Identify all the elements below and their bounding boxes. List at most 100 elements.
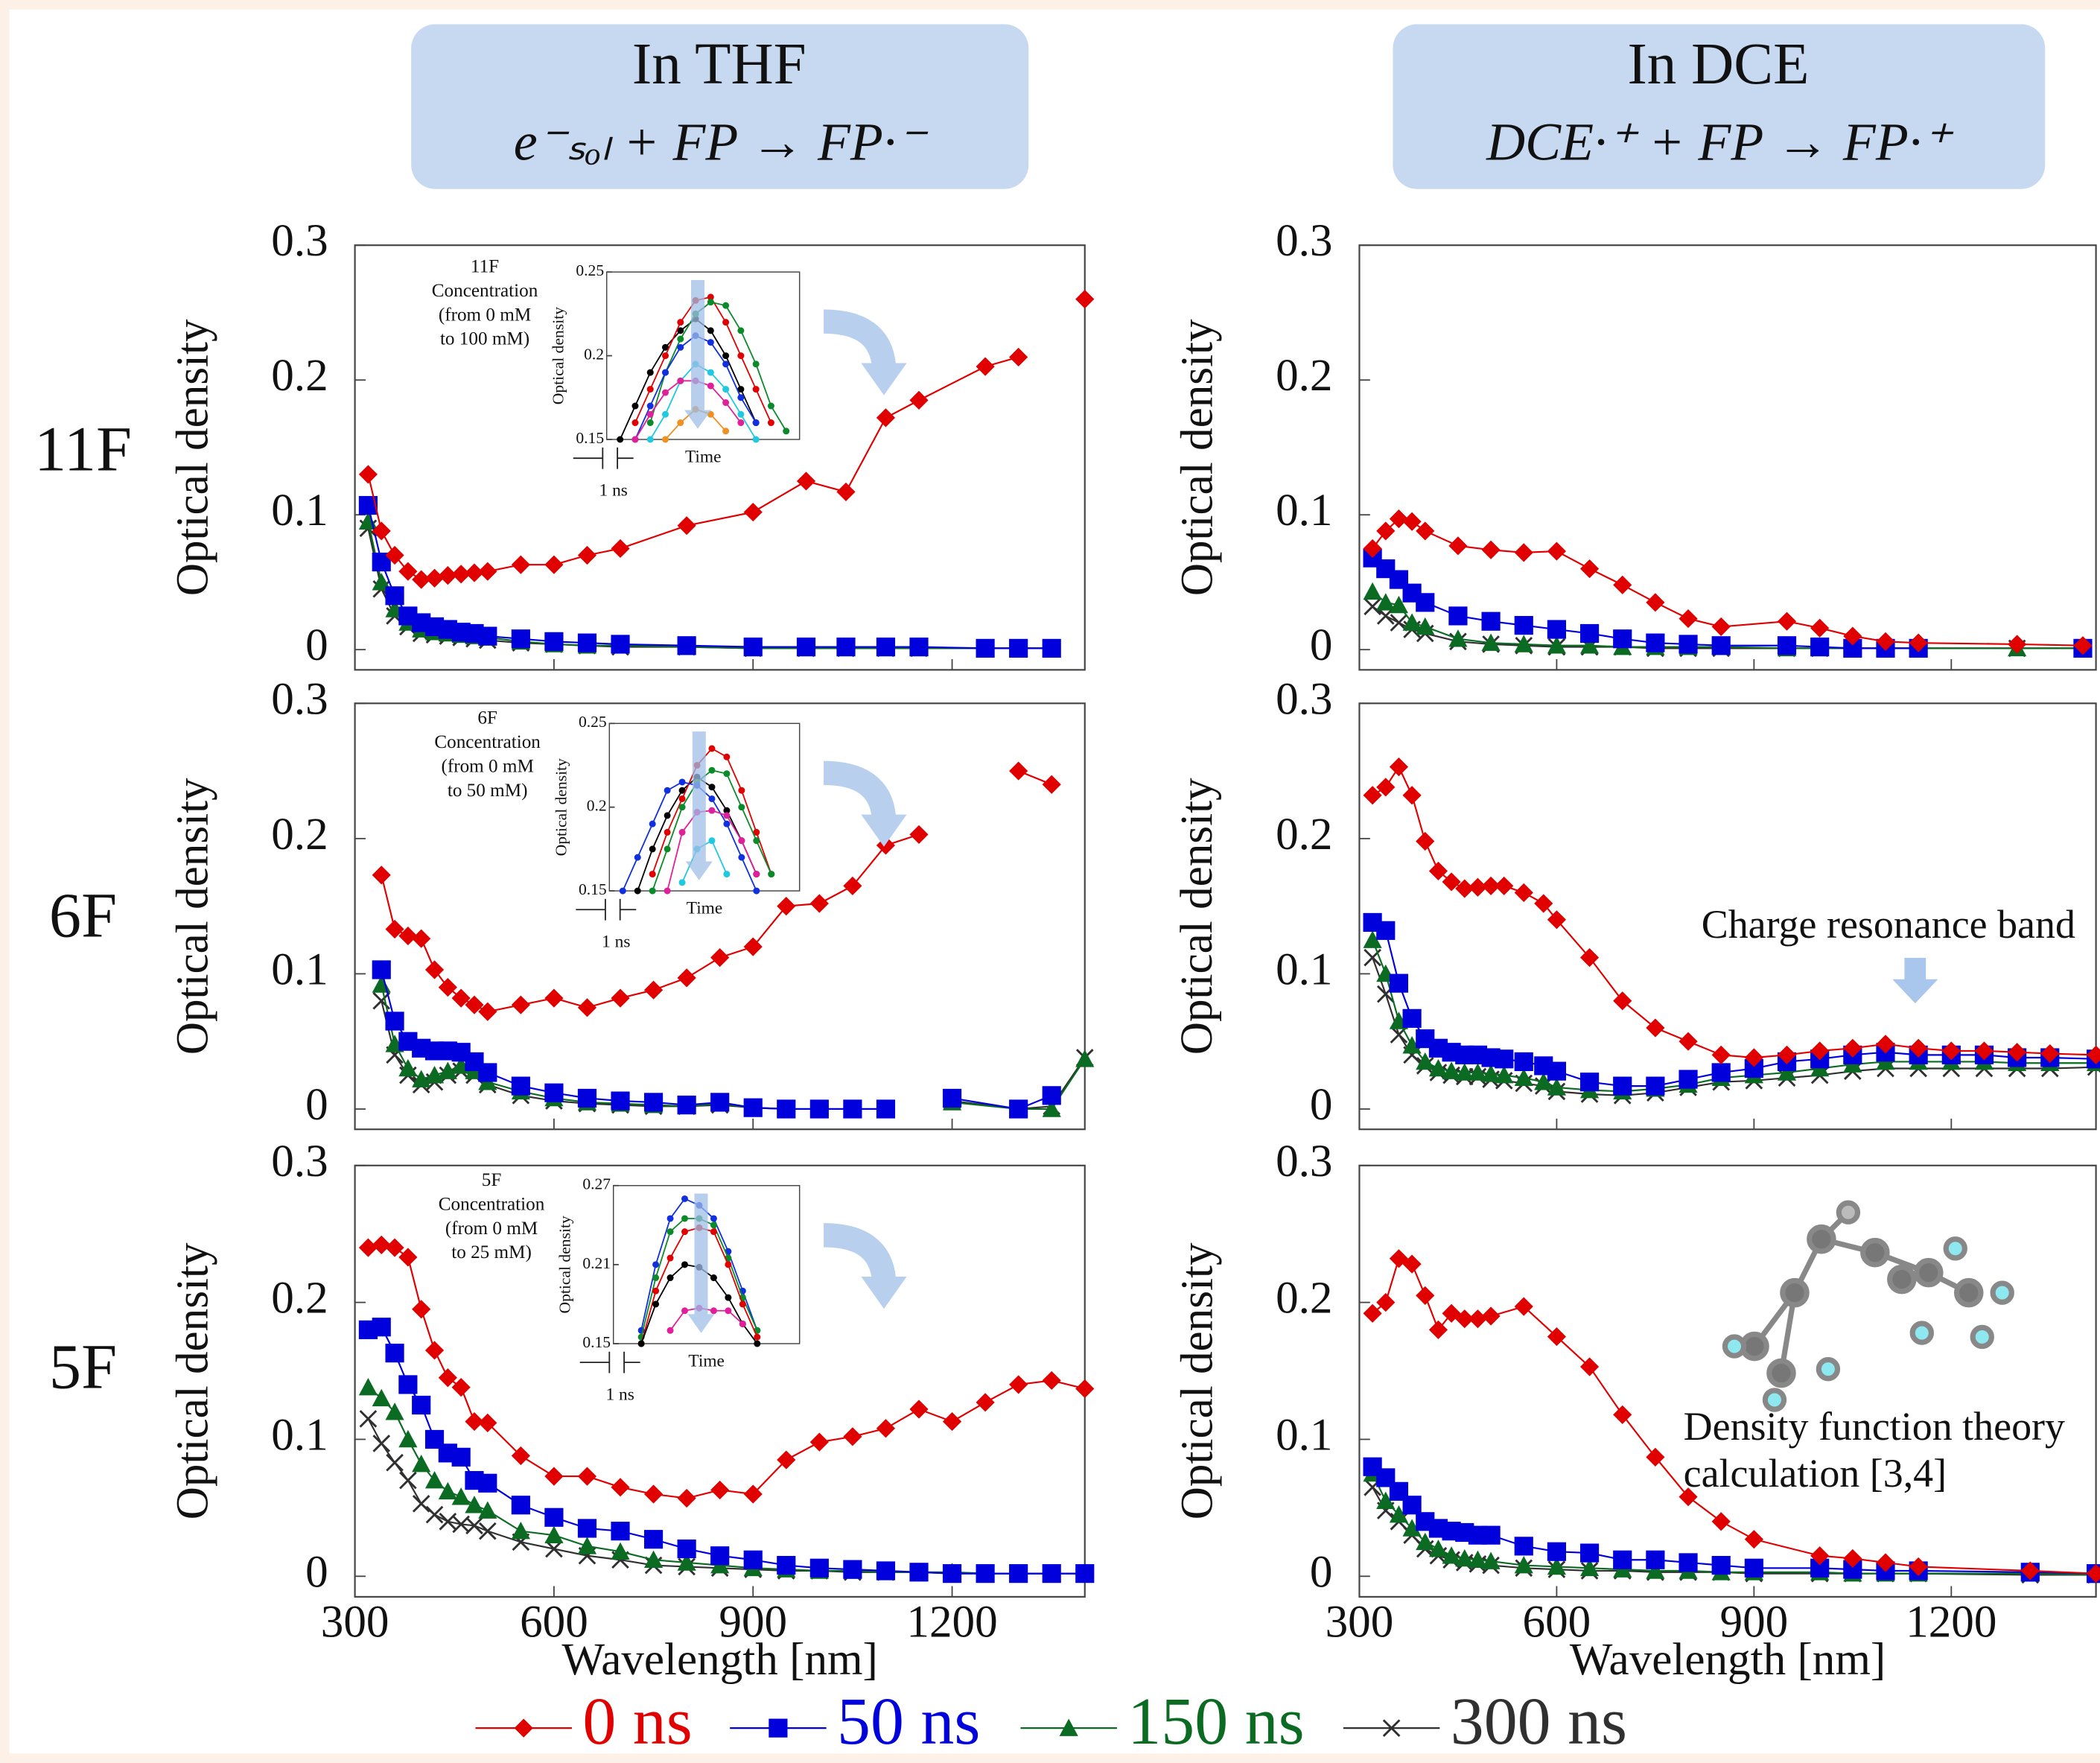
inset-point	[662, 411, 669, 418]
inset-point	[710, 1222, 717, 1228]
y-tick-label: 0.3	[271, 1137, 328, 1187]
data-point	[611, 1522, 629, 1540]
data-point	[1613, 1551, 1632, 1569]
data-point	[1547, 1543, 1566, 1561]
inset-point	[652, 1274, 659, 1281]
inset-point	[679, 804, 686, 810]
inset-point	[681, 1215, 688, 1222]
inset-point	[681, 1228, 688, 1235]
data-point	[1580, 1073, 1599, 1091]
inset-y-label: Optical density	[552, 758, 570, 856]
inset-point	[708, 795, 715, 802]
inset-y-tick-label: 0.15	[576, 429, 604, 447]
data-point	[644, 1530, 663, 1548]
inset-x-label: Time	[687, 899, 723, 918]
data-point	[372, 1318, 391, 1336]
y-tick-label: 0	[305, 1080, 328, 1130]
inset-point	[649, 821, 656, 828]
inset-point	[737, 327, 744, 334]
y-tick-label: 0	[1310, 620, 1333, 670]
y-tick-label: 0.1	[271, 486, 328, 536]
data-point	[1515, 616, 1533, 635]
data-point	[1043, 1564, 1061, 1583]
data-point	[1403, 1496, 1422, 1514]
y-tick-label: 0	[1310, 1080, 1333, 1130]
data-point	[1481, 1526, 1500, 1545]
inset-point	[738, 837, 745, 844]
inset-x-label: Time	[685, 448, 722, 467]
y-axis-label: Optical density	[1172, 778, 1222, 1055]
inset-point	[662, 436, 669, 443]
inset-point	[677, 319, 684, 325]
row-label: 5F	[49, 1330, 117, 1402]
row-label: 11F	[34, 413, 132, 484]
inset-y-tick-label: 0.2	[587, 797, 607, 815]
page: {"headers": [{"title": "In THF", "equati…	[0, 0, 2100, 1763]
inset-point	[753, 360, 760, 367]
data-point	[744, 1551, 763, 1569]
data-point	[1547, 620, 1566, 638]
y-axis-label: Optical density	[168, 319, 217, 596]
inset-point	[722, 399, 729, 406]
inset-point	[707, 299, 714, 305]
inset-label: (from 0 mM	[441, 756, 533, 776]
inset-point	[707, 383, 714, 390]
y-axis-label: Optical density	[168, 778, 217, 1055]
data-point	[777, 1556, 795, 1575]
inset-point	[710, 1274, 717, 1281]
inset-point	[723, 770, 730, 777]
inset-point	[679, 829, 686, 836]
data-point	[777, 1099, 795, 1118]
y-tick-label: 0.3	[271, 216, 328, 266]
data-point	[843, 1099, 862, 1118]
inset-point	[725, 1307, 731, 1314]
x-tick-label: 300	[1326, 1597, 1394, 1647]
data-point	[1646, 634, 1664, 652]
data-point	[412, 1396, 430, 1414]
inset-point	[667, 1215, 674, 1222]
inset-label: 6F	[477, 708, 497, 728]
inset-label: to 100 mM)	[440, 329, 529, 349]
inset-x-label: Time	[688, 1352, 725, 1371]
inset-label: Concentration	[434, 732, 541, 752]
inset-point	[631, 403, 638, 410]
inset-point	[647, 403, 654, 410]
inset-point	[725, 1295, 731, 1301]
data-point	[744, 1099, 763, 1117]
data-point	[1580, 624, 1599, 643]
inset-point	[681, 1307, 688, 1314]
inset-label: to 50 mM)	[448, 781, 528, 801]
inset-label: (from 0 mM	[445, 1219, 538, 1239]
inset-point	[652, 1261, 659, 1268]
inset-point	[634, 888, 641, 895]
inset-point	[652, 1288, 659, 1295]
data-point	[611, 1092, 629, 1111]
data-point	[1580, 1543, 1599, 1562]
inset-point	[620, 888, 626, 895]
figure: In THF e⁻ₛₒₗ + FP → FP·⁻ In DCE DCE·⁺ + …	[0, 0, 2100, 1763]
inset-point	[707, 369, 714, 376]
inset-point	[679, 795, 686, 802]
data-point	[976, 639, 995, 658]
data-point	[1515, 1537, 1533, 1555]
legend-marker	[769, 1719, 787, 1738]
y-tick-label: 0.1	[1276, 944, 1332, 994]
data-point	[512, 1077, 530, 1096]
y-tick-label: 0.2	[271, 810, 328, 860]
data-point	[876, 1099, 895, 1118]
y-tick-label: 0.2	[271, 1274, 328, 1324]
x-axis-label: Wavelength [nm]	[1570, 1635, 1886, 1685]
data-point	[1712, 1556, 1731, 1575]
inset-point	[768, 871, 774, 877]
inset-label: 11F	[471, 257, 499, 277]
y-axis-label: Optical density	[168, 1242, 217, 1519]
data-point	[1075, 1564, 1094, 1583]
data-point	[644, 1093, 663, 1111]
y-tick-label: 0.2	[1276, 810, 1332, 860]
y-tick-label: 0.2	[1276, 1274, 1332, 1324]
inset-point	[677, 419, 684, 426]
inset-y-tick-label: 0.25	[576, 261, 604, 279]
data-point	[1712, 1063, 1731, 1081]
data-point	[1009, 1099, 1028, 1118]
y-tick-label: 0	[305, 620, 328, 670]
